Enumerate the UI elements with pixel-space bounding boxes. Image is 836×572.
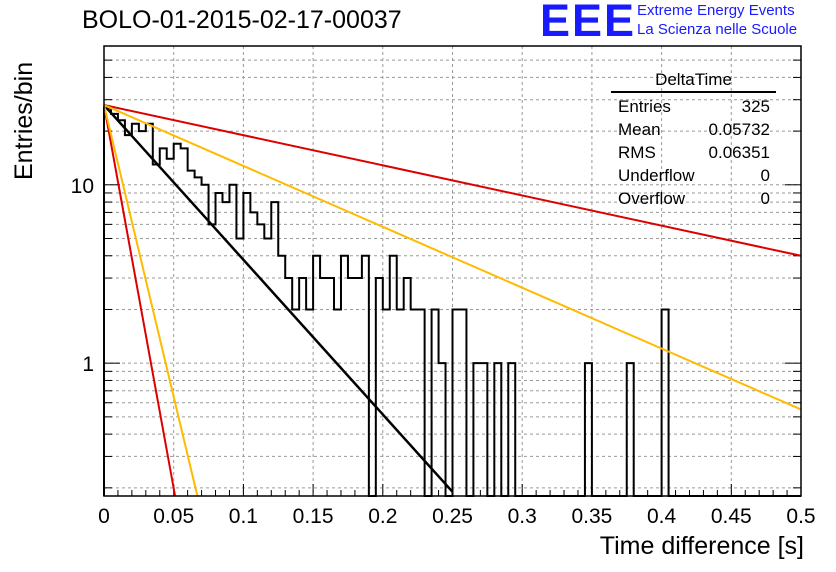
x-tick-label: 0.2 [368, 505, 397, 528]
stats-row-overflow: Overflow 0 [611, 187, 776, 210]
stats-row-rms: RMS 0.06351 [611, 141, 776, 164]
stats-value: 0.05732 [708, 120, 770, 139]
x-axis-label: Time difference [s] [599, 532, 804, 560]
x-tick-label: 0.4 [647, 505, 677, 528]
eee-logo-line2: La Scienza nelle Scuole [637, 21, 798, 38]
stats-label: Overflow [618, 189, 686, 208]
x-tick-label: 0.1 [229, 505, 258, 528]
fit-line-1 [103, 104, 802, 257]
stats-divider [611, 91, 776, 93]
stats-value: 0 [760, 189, 770, 208]
stats-title: DeltaTime [655, 70, 732, 89]
fit-line-0 [103, 104, 454, 493]
x-tick-label: 0.45 [711, 505, 752, 528]
histogram-steps [103, 106, 801, 497]
x-tick-label: 0.25 [432, 505, 473, 528]
plot-frame [103, 45, 802, 497]
stats-label: Mean [618, 120, 661, 139]
stats-row-entries: Entries 325 [611, 95, 776, 118]
stats-label: Entries [618, 97, 671, 116]
fit-line-3 [103, 104, 177, 497]
y-tick-label: 10 [71, 175, 94, 198]
fit-line-4 [103, 104, 199, 497]
x-tick-label: 0.3 [508, 505, 537, 528]
x-tick-label: 0 [98, 505, 110, 528]
y-tick-label: 1 [82, 353, 94, 376]
stats-value: 0.06351 [708, 143, 770, 162]
stats-label: RMS [618, 143, 656, 162]
stats-box: DeltaTime Entries 325 Mean 0.05732 RMS 0… [611, 70, 776, 210]
fit-line-2 [103, 104, 802, 411]
x-tick-label: 0.15 [293, 505, 334, 528]
x-tick-label: 0.5 [786, 505, 815, 528]
y-axis-label: Entries/bin [10, 61, 38, 180]
stats-row-underflow: Underflow 0 [611, 164, 776, 187]
x-tick-label: 0.35 [571, 505, 612, 528]
stats-value: 0 [760, 166, 770, 185]
eee-logo-mark: EEE [540, 0, 637, 46]
x-tick-label: 0.05 [153, 505, 194, 528]
stats-label: Underflow [618, 166, 695, 185]
stats-value: 325 [741, 97, 770, 116]
stats-row-mean: Mean 0.05732 [611, 118, 776, 141]
eee-logo-line1: Extreme Energy Events [637, 2, 795, 19]
chart-title: BOLO-01-2015-02-17-00037 [82, 6, 402, 34]
